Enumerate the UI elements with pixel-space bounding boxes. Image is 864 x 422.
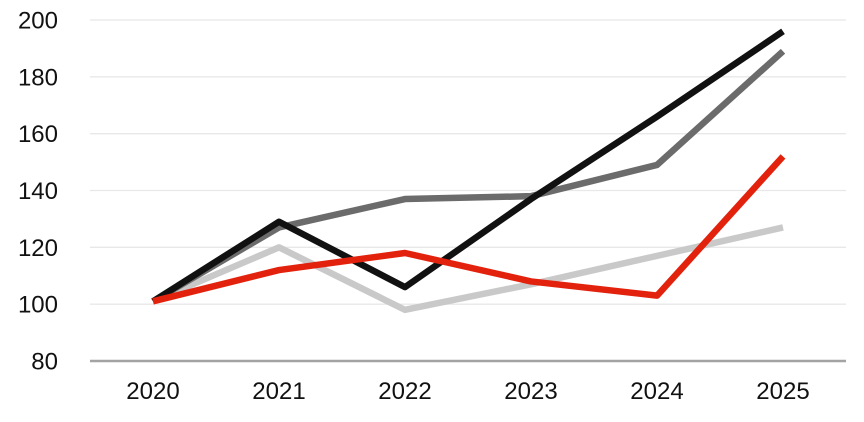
y-axis-label-80: 80 xyxy=(31,349,58,376)
y-axis-label-100: 100 xyxy=(18,292,58,319)
x-axis-label-2022: 2022 xyxy=(378,378,431,405)
y-axis-label-180: 180 xyxy=(18,64,58,91)
y-axis-label-160: 160 xyxy=(18,121,58,148)
x-axis-label-2025: 2025 xyxy=(756,378,809,405)
x-axis-label-2023: 2023 xyxy=(504,378,557,405)
line-series-dark-gray xyxy=(151,48,786,305)
y-axis-label-140: 140 xyxy=(18,178,58,205)
x-axis-label-2024: 2024 xyxy=(630,378,683,405)
line-series-red xyxy=(152,154,786,305)
x-axis-label-2020: 2020 xyxy=(126,378,179,405)
y-axis-label-200: 200 xyxy=(18,8,58,35)
line-series-black xyxy=(151,28,785,305)
y-axis-label-120: 120 xyxy=(18,235,58,262)
x-axis-label-2021: 2021 xyxy=(252,378,305,405)
line-series-light-gray xyxy=(151,224,784,314)
